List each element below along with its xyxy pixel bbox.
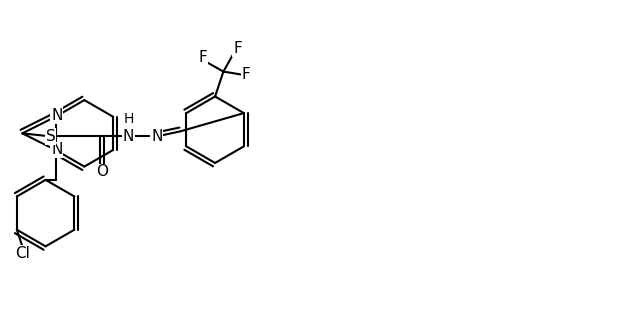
Text: O: O [95, 164, 108, 179]
Text: F: F [198, 50, 207, 65]
Text: N: N [51, 142, 63, 158]
Text: N: N [151, 129, 163, 144]
Text: F: F [241, 67, 250, 83]
Text: F: F [233, 41, 242, 56]
Text: Cl: Cl [15, 246, 30, 261]
Text: H: H [124, 112, 134, 126]
Text: S: S [45, 129, 56, 144]
Text: N: N [51, 108, 63, 123]
Text: N: N [123, 129, 134, 144]
